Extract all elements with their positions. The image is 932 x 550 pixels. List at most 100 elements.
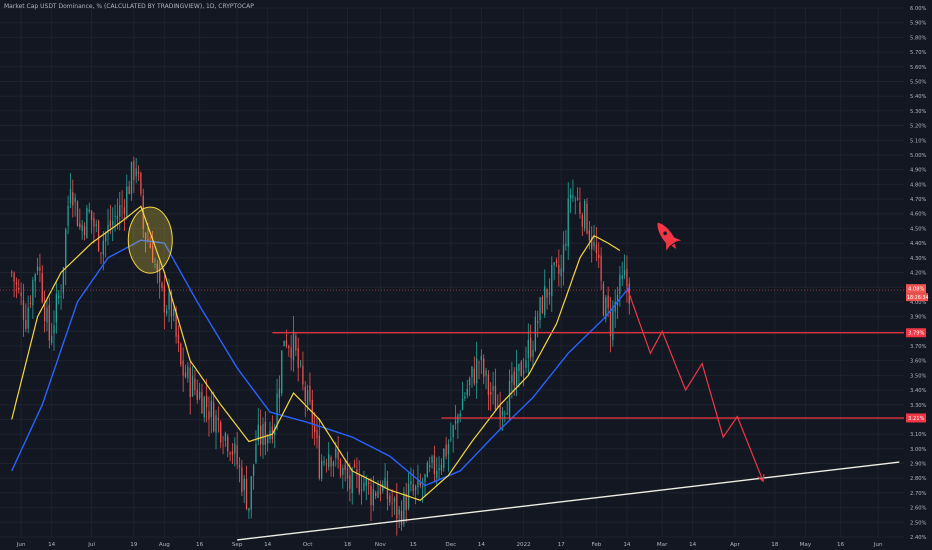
candle-body <box>551 264 553 297</box>
candle-body <box>389 495 391 503</box>
x-tick-label: 14 <box>689 542 697 548</box>
candle-body <box>264 421 266 445</box>
candle-body <box>13 272 15 282</box>
candle-body <box>614 301 616 312</box>
candle-body <box>259 425 262 445</box>
y-tick-label: 6.00% <box>910 6 927 12</box>
candle-body <box>170 291 173 317</box>
candle-body <box>612 308 614 341</box>
candle-body <box>609 310 612 336</box>
candle-body <box>130 162 133 194</box>
candle-body <box>466 388 468 396</box>
candle-body <box>81 224 83 232</box>
candle-body <box>476 358 478 384</box>
y-tick-label: 2.40% <box>910 535 927 541</box>
candle-body <box>445 444 447 457</box>
candle-body <box>198 391 201 399</box>
candle-body <box>478 362 480 364</box>
candle-body <box>278 388 281 399</box>
candle-body <box>379 486 382 495</box>
candle-body <box>480 355 482 361</box>
candle-body <box>161 282 163 288</box>
candle-body <box>363 482 365 491</box>
y-tick-label: 2.80% <box>910 476 927 482</box>
rocket-fin-left <box>665 241 670 251</box>
candle-body <box>377 490 379 498</box>
candle-body <box>471 366 473 378</box>
x-tick-label: 19 <box>130 542 138 548</box>
candle-body <box>217 418 220 421</box>
candle-body <box>128 186 130 195</box>
candle-body <box>337 451 339 460</box>
candle-body <box>330 456 332 467</box>
x-tick-label: 16 <box>837 542 845 548</box>
candle-body <box>39 267 41 271</box>
candle-body <box>424 474 426 483</box>
candle-body <box>74 197 76 202</box>
candle-body <box>189 367 191 398</box>
y-tick-label: 3.40% <box>910 388 927 394</box>
candle-body <box>616 295 619 306</box>
candle-body <box>252 464 255 476</box>
grid-lines <box>0 7 904 538</box>
candle-body <box>306 390 309 406</box>
candle-body <box>227 436 229 452</box>
candle-body <box>457 415 459 424</box>
candle-body <box>581 215 583 227</box>
candle-body <box>375 492 377 496</box>
candle-body <box>391 503 393 505</box>
x-tick-label: Jun <box>873 542 883 548</box>
candle-body <box>55 293 57 323</box>
candle-body <box>487 374 490 395</box>
candle-body <box>48 304 50 341</box>
x-axis: Jun 14 Jul 19 Aug 16 Sep 14 Oct 18 Nov 15 Dec 14 2022 1… <box>16 542 883 548</box>
candle-body <box>546 288 548 298</box>
candle-body <box>508 381 511 418</box>
candle-body <box>452 425 454 437</box>
candle-body <box>605 296 607 319</box>
candle-body <box>565 243 567 246</box>
candle-body <box>440 464 443 471</box>
candle-body <box>123 207 126 214</box>
candle-body <box>358 474 360 493</box>
candle-body <box>184 372 187 377</box>
candle-body <box>95 224 97 226</box>
candle-body <box>490 392 492 395</box>
x-tick-label: 16 <box>196 542 204 548</box>
candle-body <box>429 465 431 468</box>
candle-body <box>309 385 311 402</box>
countdown-badge: 18:26:34 <box>907 295 929 301</box>
candle-body <box>328 454 330 468</box>
candle-body <box>321 460 323 479</box>
candle-body <box>595 244 598 253</box>
x-tick-label: 14 <box>264 542 272 548</box>
candle-body <box>501 411 504 415</box>
x-tick-label: Sep <box>232 542 243 548</box>
x-tick-label: 18 <box>771 542 779 548</box>
candle-body <box>537 321 539 323</box>
y-tick-label: 3.10% <box>910 432 927 438</box>
candle-body <box>267 435 269 444</box>
candle-body <box>541 297 544 314</box>
candle-body <box>419 481 421 486</box>
candle-body <box>316 429 318 438</box>
y-tick-label: 2.50% <box>910 520 927 526</box>
y-tick-label: 3.00% <box>910 447 927 453</box>
candle-body <box>382 484 384 492</box>
candle-body <box>396 494 398 519</box>
candle-body <box>290 347 292 359</box>
candle-body <box>196 389 198 400</box>
candle-body <box>292 331 295 360</box>
candle-body <box>27 307 29 329</box>
candle-body <box>431 456 433 463</box>
candle-body <box>133 160 135 180</box>
y-tick-label: 3.60% <box>910 359 927 365</box>
candle-body <box>464 396 466 399</box>
projection-arrowhead <box>757 474 765 483</box>
y-tick-label: 5.40% <box>910 94 927 100</box>
y-tick-label: 4.60% <box>910 212 927 218</box>
x-tick-label: 14 <box>48 542 56 548</box>
candle-body <box>591 236 593 250</box>
candle-body <box>572 195 574 199</box>
